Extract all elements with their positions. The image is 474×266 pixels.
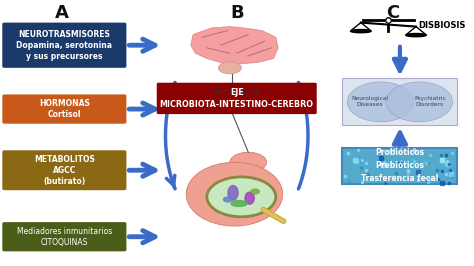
Text: EJE
MICROBIOTA-INTESTINO-CEREBRO: EJE MICROBIOTA-INTESTINO-CEREBRO xyxy=(160,88,314,109)
FancyBboxPatch shape xyxy=(157,83,317,114)
Ellipse shape xyxy=(219,62,241,74)
FancyBboxPatch shape xyxy=(343,148,457,184)
Text: HORMONAS
Cortisol: HORMONAS Cortisol xyxy=(39,99,90,119)
Ellipse shape xyxy=(406,34,426,37)
Ellipse shape xyxy=(386,82,453,122)
Ellipse shape xyxy=(231,201,247,206)
FancyBboxPatch shape xyxy=(2,150,127,190)
Polygon shape xyxy=(191,27,278,64)
Ellipse shape xyxy=(223,197,232,202)
Text: Neurological
Diseases: Neurological Diseases xyxy=(352,96,389,107)
Text: NEUROTRASMISORES
Dopamina, serotonina
y sus precursores: NEUROTRASMISORES Dopamina, serotonina y … xyxy=(17,30,112,61)
Ellipse shape xyxy=(347,82,414,122)
Text: Mediadores inmunitarios
CITOQUINAS: Mediadores inmunitarios CITOQUINAS xyxy=(17,227,112,247)
Text: METABOLITOS
AGCC
(butirato): METABOLITOS AGCC (butirato) xyxy=(34,155,95,186)
Text: Nervio vago: Nervio vago xyxy=(214,87,260,96)
FancyBboxPatch shape xyxy=(2,23,127,68)
Text: DISBIOSIS: DISBIOSIS xyxy=(419,21,465,30)
Ellipse shape xyxy=(186,162,283,226)
Ellipse shape xyxy=(350,30,371,33)
Ellipse shape xyxy=(228,186,238,200)
Circle shape xyxy=(207,177,276,217)
Text: B: B xyxy=(230,4,244,22)
Ellipse shape xyxy=(245,192,254,204)
FancyBboxPatch shape xyxy=(2,94,127,124)
Text: Probióticos
Prebióticos
Trasferencia fecal: Probióticos Prebióticos Trasferencia fec… xyxy=(361,148,438,184)
Text: C: C xyxy=(386,4,400,22)
Text: A: A xyxy=(55,4,69,22)
Ellipse shape xyxy=(251,189,259,194)
FancyBboxPatch shape xyxy=(2,222,127,251)
Text: Psychiatric
Disorders: Psychiatric Disorders xyxy=(414,96,446,107)
Ellipse shape xyxy=(230,152,266,172)
FancyBboxPatch shape xyxy=(343,78,457,125)
